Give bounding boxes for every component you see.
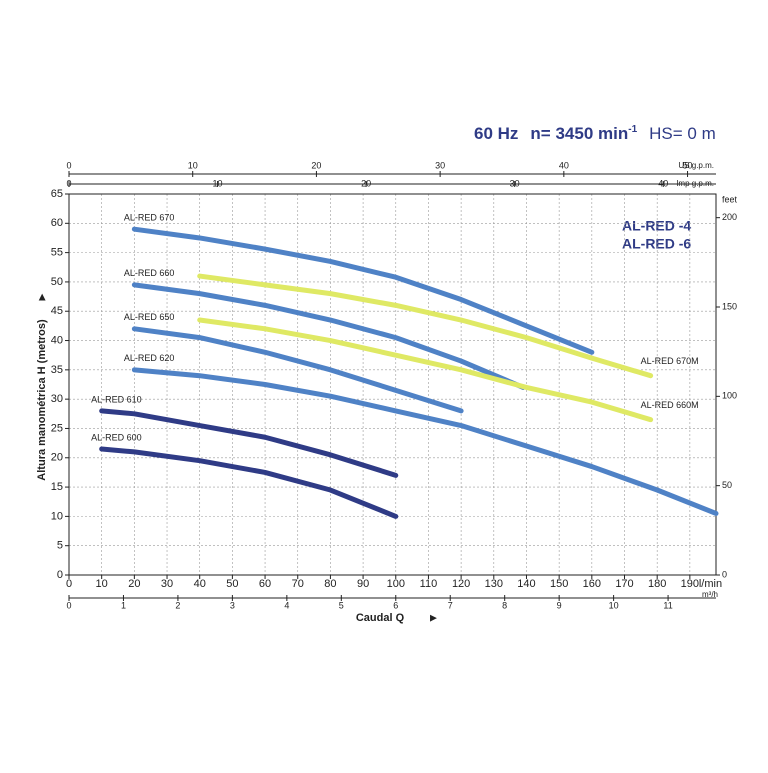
axis-tick-label: 0 [66, 600, 71, 610]
y-tick-label: 65 [51, 188, 63, 200]
curve [131, 367, 719, 516]
axis-tick-label: 30 [510, 178, 520, 188]
axis-tick-label: 7 [448, 600, 453, 610]
x-tick-label: 180 [648, 578, 666, 590]
model-label: AL-RED -6 [622, 236, 691, 252]
axis-tick-label: 3 [230, 600, 235, 610]
model-label: AL-RED -4 [622, 218, 691, 234]
x-tick-label: 10 [96, 578, 108, 590]
y2-tick-label: 100 [722, 391, 737, 401]
series-label: AL-RED 670 [124, 213, 175, 223]
y2-tick-label: 150 [722, 301, 737, 311]
x-tick-label: 60 [259, 578, 271, 590]
y-tick-label: 60 [51, 217, 63, 229]
axis-tick-label: 10 [188, 160, 198, 170]
curve [197, 273, 654, 379]
x-tick-label: 30 [161, 578, 173, 590]
y2-tick-label: 50 [722, 480, 732, 490]
series-label: AL-RED 670M [641, 356, 699, 366]
axis-tick-label: 6 [393, 600, 398, 610]
axis-tick-label: 10 [213, 178, 223, 188]
x-tick-label: 140 [517, 578, 535, 590]
y-tick-label: 35 [51, 364, 63, 376]
x-tick-label: 50 [226, 578, 238, 590]
curve [99, 446, 399, 519]
series-label: AL-RED 620 [124, 353, 175, 363]
y-tick-label: 5 [57, 540, 63, 552]
title-speed: n= 3450 min [530, 124, 628, 143]
x-tick-label: 120 [452, 578, 470, 590]
x-tick-label: 100 [387, 578, 405, 590]
series-label: AL-RED 600 [91, 432, 142, 442]
x-tick-label: 90 [357, 578, 369, 590]
axis-tick-label: 0 [66, 178, 71, 188]
axis-tick-label: 40 [559, 160, 569, 170]
y-tick-label: 0 [57, 569, 63, 581]
y2-tick-label: 200 [722, 212, 737, 222]
x-tick-label: 170 [615, 578, 633, 590]
y-axis-label: Altura manométrica H (metros) [36, 319, 48, 481]
axis-tick-label: 1 [121, 600, 126, 610]
series-label: AL-RED 610 [91, 394, 142, 404]
axis-tick-label: 2 [175, 600, 180, 610]
x-tick-label: 190 [681, 578, 699, 590]
axis-label: Imp g.p.m. [676, 179, 714, 188]
series-label: AL-RED 660M [641, 400, 699, 410]
curve [99, 408, 399, 478]
axis-tick-label: 20 [361, 178, 371, 188]
axis-tick-label: 8 [502, 600, 507, 610]
y-tick-label: 45 [51, 305, 63, 317]
y-tick-label: 20 [51, 452, 63, 464]
axis-tick-label: 30 [435, 160, 445, 170]
curve [131, 326, 464, 414]
chart-title: 60 Hz n= 3450 min-1 HS= 0 m [474, 124, 716, 144]
arrow: ▶ [430, 612, 437, 622]
series-label: AL-RED 660 [124, 268, 175, 278]
x-tick-label: 20 [128, 578, 140, 590]
curve [197, 317, 654, 423]
axis-label: m³/h [702, 590, 718, 599]
y-tick-label: 25 [51, 422, 63, 434]
curve [131, 226, 595, 355]
axis-tick-label: 0 [66, 160, 71, 170]
arrow: ▶ [36, 293, 46, 300]
title-hs: HS= 0 m [649, 124, 716, 143]
x-tick-label: 110 [420, 578, 438, 590]
x-axis-label: Caudal Q [356, 612, 405, 624]
plot-frame [68, 193, 717, 576]
y-tick-label: 40 [51, 334, 63, 346]
y-tick-label: 55 [51, 247, 63, 259]
y-tick-label: 50 [51, 276, 63, 288]
y-tick-label: 10 [51, 510, 63, 522]
x-tick-label: 0 [66, 578, 72, 590]
y-tick-label: 30 [51, 393, 63, 405]
x-tick-label: 150 [550, 578, 568, 590]
x-unit: l/min [699, 578, 722, 590]
axis-tick-label: 9 [557, 600, 562, 610]
x-tick-label: 40 [194, 578, 206, 590]
axis-tick-label: 20 [311, 160, 321, 170]
x-tick-label: 70 [292, 578, 304, 590]
axis-tick-label: 10 [609, 600, 619, 610]
series-label: AL-RED 650 [124, 312, 175, 322]
curve [131, 282, 526, 390]
x-tick-label: 160 [583, 578, 601, 590]
title-freq: 60 Hz [474, 124, 518, 143]
x-tick-label: 80 [324, 578, 336, 590]
axis-tick-label: 11 [663, 600, 672, 610]
y2-tick-label: 0 [722, 569, 727, 579]
axis-tick-label: 4 [284, 600, 289, 610]
axis-tick-label: 40 [658, 178, 668, 188]
y-tick-label: 15 [51, 481, 63, 493]
axis-label: US g.p.m. [678, 161, 714, 170]
title-speed-exp: -1 [628, 124, 637, 135]
y2-axis-label: feet [722, 194, 738, 204]
x-tick-label: 130 [485, 578, 503, 590]
axis-tick-label: 50 [683, 160, 693, 170]
axis-tick-label: 5 [339, 600, 344, 610]
